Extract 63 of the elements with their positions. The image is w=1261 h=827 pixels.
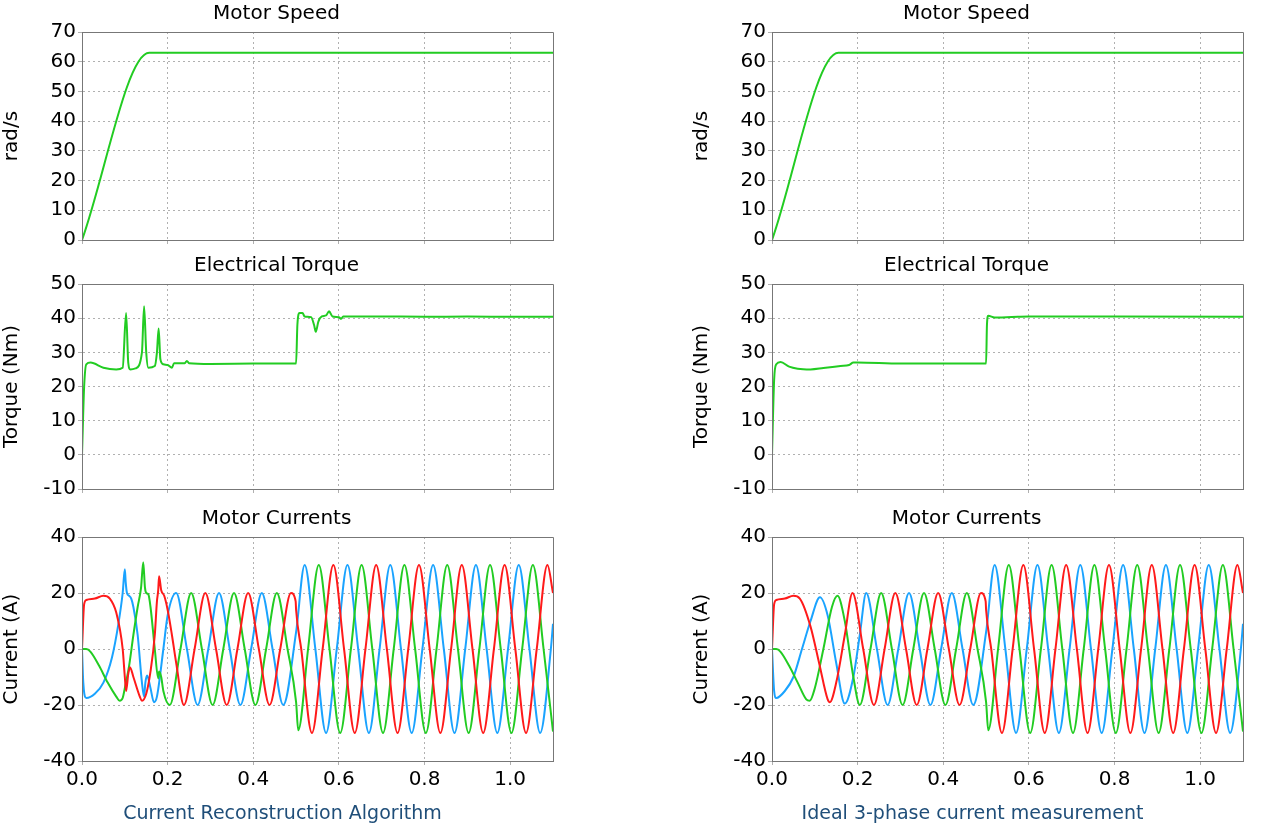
- x-tick-label: 0.4: [927, 766, 960, 791]
- y-tick-label: 50: [740, 77, 766, 102]
- y-tick-label: 20: [50, 166, 76, 191]
- y-tick-label: 0: [63, 441, 76, 466]
- y-tick-label: 40: [740, 523, 766, 548]
- y-tick-label: -20: [43, 691, 76, 716]
- y-axis-title: rad/s: [688, 110, 713, 162]
- x-tick-label: 1.0: [494, 766, 527, 791]
- y-tick-label: -10: [733, 475, 766, 500]
- y-tick-label: 40: [50, 523, 76, 548]
- y-tick-label: 40: [740, 107, 766, 132]
- y-axis-title: Current (A): [0, 593, 23, 705]
- y-tick-label: 70: [740, 18, 766, 43]
- y-axis-title: rad/s: [0, 110, 23, 162]
- chart-title: Electrical Torque: [884, 252, 1049, 277]
- y-tick-label: -20: [733, 691, 766, 716]
- y-tick-label: 10: [50, 406, 76, 431]
- x-tick-label: 0.2: [841, 766, 874, 791]
- y-tick-label: 30: [50, 137, 76, 162]
- x-tick-label: 0.8: [408, 766, 441, 791]
- y-tick-label: 50: [740, 270, 766, 295]
- chart-title: Motor Currents: [891, 505, 1042, 530]
- y-tick-label: 10: [740, 406, 766, 431]
- x-tick-label: 0.2: [151, 766, 184, 791]
- x-tick-label: 1.0: [1184, 766, 1217, 791]
- y-tick-label: 40: [50, 304, 76, 329]
- text: Ideal 3-phase current measurement: [800, 801, 1145, 823]
- x-tick-label: 0.6: [323, 766, 355, 791]
- y-tick-label: 60: [740, 47, 766, 72]
- y-tick-label: 20: [50, 579, 76, 604]
- y-tick-label: 40: [50, 107, 76, 132]
- y-tick-label: 0: [753, 226, 766, 251]
- y-axis-title: Current (A): [688, 593, 713, 705]
- y-tick-label: 50: [50, 77, 76, 102]
- y-tick-label: 30: [740, 338, 766, 363]
- x-tick-label: 0.8: [1098, 766, 1131, 791]
- y-tick-label: 20: [740, 372, 766, 397]
- y-tick-label: 0: [63, 226, 76, 251]
- y-tick-label: 10: [50, 196, 76, 221]
- y-tick-label: 0: [753, 441, 766, 466]
- y-tick-label: 50: [50, 270, 76, 295]
- line-series: [772, 564, 1243, 734]
- chart-title: Electrical Torque: [194, 252, 359, 277]
- y-axis-title: Torque (Nm): [0, 324, 23, 450]
- y-tick-label: 60: [50, 47, 76, 72]
- y-tick-label: 20: [740, 579, 766, 604]
- y-tick-label: 0: [753, 635, 766, 660]
- y-tick-label: 20: [50, 372, 76, 397]
- y-axis-title: Torque (Nm): [688, 324, 713, 450]
- chart-title: Motor Speed: [213, 0, 340, 25]
- chart-title: Motor Currents: [201, 505, 352, 530]
- y-tick-label: 10: [740, 196, 766, 221]
- text: Current Reconstruction Algorithm: [122, 801, 443, 823]
- y-tick-label: 40: [740, 304, 766, 329]
- y-tick-label: 0: [63, 635, 76, 660]
- x-tick-label: 0.4: [237, 766, 270, 791]
- x-tick-label: 0.6: [1013, 766, 1045, 791]
- y-tick-label: 30: [740, 137, 766, 162]
- y-tick-label: 20: [740, 166, 766, 191]
- y-tick-label: 30: [50, 338, 76, 363]
- y-tick-label: 70: [50, 18, 76, 43]
- chart-title: Motor Speed: [903, 0, 1030, 25]
- y-tick-label: -10: [43, 475, 76, 500]
